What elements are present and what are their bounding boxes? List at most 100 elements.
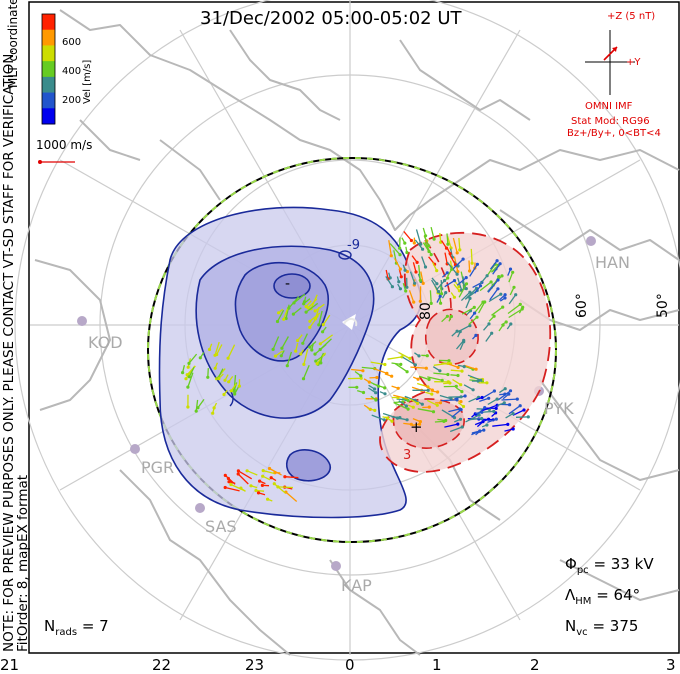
velocity-vector: [463, 384, 474, 391]
velocity-vector: [427, 399, 438, 406]
velocity-vector-origin: [397, 280, 401, 284]
velocity-vector: [436, 280, 446, 291]
velocity-vector-origin: [403, 268, 407, 272]
velocity-vector-origin: [503, 293, 507, 297]
velocity-vector-origin: [232, 389, 236, 393]
velocity-vector-origin: [458, 248, 462, 252]
velocity-vector-origin: [498, 262, 502, 266]
velocity-vector-origin: [412, 241, 416, 245]
velocity-vector-origin: [271, 347, 275, 351]
velocity-vector-origin: [471, 388, 475, 392]
velocity-vector-origin: [266, 497, 270, 501]
velocity-vector-origin: [455, 329, 459, 333]
velocity-vector-origin: [489, 280, 493, 284]
velocity-vector: [492, 263, 501, 275]
contour-label-minus9: -9: [347, 238, 360, 253]
velocity-vector-origin: [499, 292, 503, 296]
velocity-vector-origin: [421, 247, 425, 251]
velocity-vector-origin: [449, 314, 453, 319]
velocity-vector-origin: [399, 362, 403, 366]
velocity-vector-origin: [483, 406, 487, 410]
velocity-vector-origin: [511, 427, 515, 431]
velocity-vector: [393, 394, 407, 400]
velocity-vector-origin: [223, 378, 227, 382]
velocity-vector: [314, 303, 325, 312]
velocity-vector: [452, 237, 458, 254]
velocity-vector-origin: [217, 377, 221, 381]
velocity-vector: [415, 229, 422, 245]
mlt-tick-22: 22: [152, 656, 172, 674]
velocity-vector: [309, 312, 321, 322]
velocity-vector-origin: [436, 390, 440, 394]
colorbar-tick-400: 400: [62, 66, 82, 77]
velocity-vector-origin: [418, 278, 422, 282]
velocity-vector-origin: [450, 267, 454, 271]
velocity-vector: [408, 290, 415, 303]
site-label-han: HAN: [595, 253, 630, 272]
velocity-vector-origin: [496, 278, 500, 282]
velocity-vector: [303, 349, 309, 365]
velocity-vector-origin: [518, 302, 522, 306]
velocity-vector-origin: [186, 365, 190, 369]
colorbar-swatch: [42, 76, 55, 94]
velocity-vector-origin: [460, 390, 464, 394]
velocity-vector-origin: [374, 391, 378, 395]
velocity-vector-origin: [501, 305, 505, 309]
latitude-label-80: 80: [418, 302, 434, 320]
velocity-vector-origin: [456, 422, 460, 426]
velocity-vector-origin: [237, 384, 241, 388]
velocity-vector: [492, 423, 508, 427]
velocity-vector: [263, 469, 275, 475]
velocity-vector: [444, 252, 448, 265]
velocity-vector-origin: [452, 295, 456, 299]
velocity-vector: [468, 260, 471, 272]
velocity-vector: [460, 291, 471, 302]
velocity-vector-origin: [456, 270, 460, 274]
velocity-vector-origin: [452, 416, 457, 420]
velocity-vector: [277, 486, 294, 489]
velocity-vector-origin: [436, 290, 441, 294]
velocity-vector-origin: [481, 300, 485, 304]
velocity-vector-origin: [211, 411, 215, 415]
velocity-vector-origin: [254, 488, 258, 493]
velocity-vector-origin: [500, 274, 504, 278]
velocity-vector-origin: [212, 406, 216, 410]
velocity-vector: [388, 240, 392, 256]
velocity-vector-origin: [460, 425, 464, 429]
velocity-vector: [319, 334, 333, 345]
velocity-vector: [486, 263, 496, 276]
velocity-vector: [479, 281, 492, 292]
plot-frame: [28, 1, 680, 654]
velocity-vector-origin: [405, 418, 409, 422]
velocity-vector: [429, 290, 432, 304]
velocity-vector-origin: [280, 346, 284, 350]
velocity-vector-origin: [456, 365, 460, 369]
velocity-vector-origin: [249, 484, 253, 488]
velocity-vector-origin: [383, 386, 387, 390]
velocity-vector-origin: [398, 287, 402, 291]
velocity-vector: [507, 303, 521, 315]
velocity-vector: [286, 351, 293, 366]
velocity-vector: [430, 226, 435, 240]
velocity-vector-origin: [272, 482, 276, 486]
positive-potential-cell: [379, 231, 552, 473]
imf-clock-dial: [585, 30, 635, 95]
velocity-vector-origin: [480, 416, 484, 421]
velocity-vector-origin: [319, 361, 323, 365]
velocity-vector-origin: [206, 375, 210, 379]
velocity-vector: [491, 306, 504, 316]
velocity-vector: [423, 384, 433, 391]
velocity-vector: [427, 376, 443, 381]
velocity-vector-origin: [445, 314, 449, 318]
velocity-vector-origin: [411, 405, 415, 409]
velocity-vector-origin: [361, 369, 365, 373]
velocity-vector-origin: [503, 387, 507, 391]
velocity-vector: [446, 236, 452, 249]
velocity-vector-origin: [418, 422, 422, 426]
velocity-vector: [361, 366, 375, 370]
velocity-vector-origin: [445, 271, 449, 275]
velocity-vector: [444, 423, 458, 428]
velocity-vector-origin: [460, 369, 464, 373]
velocity-vector-origin: [396, 386, 400, 390]
velocity-vector-origin: [389, 254, 393, 258]
